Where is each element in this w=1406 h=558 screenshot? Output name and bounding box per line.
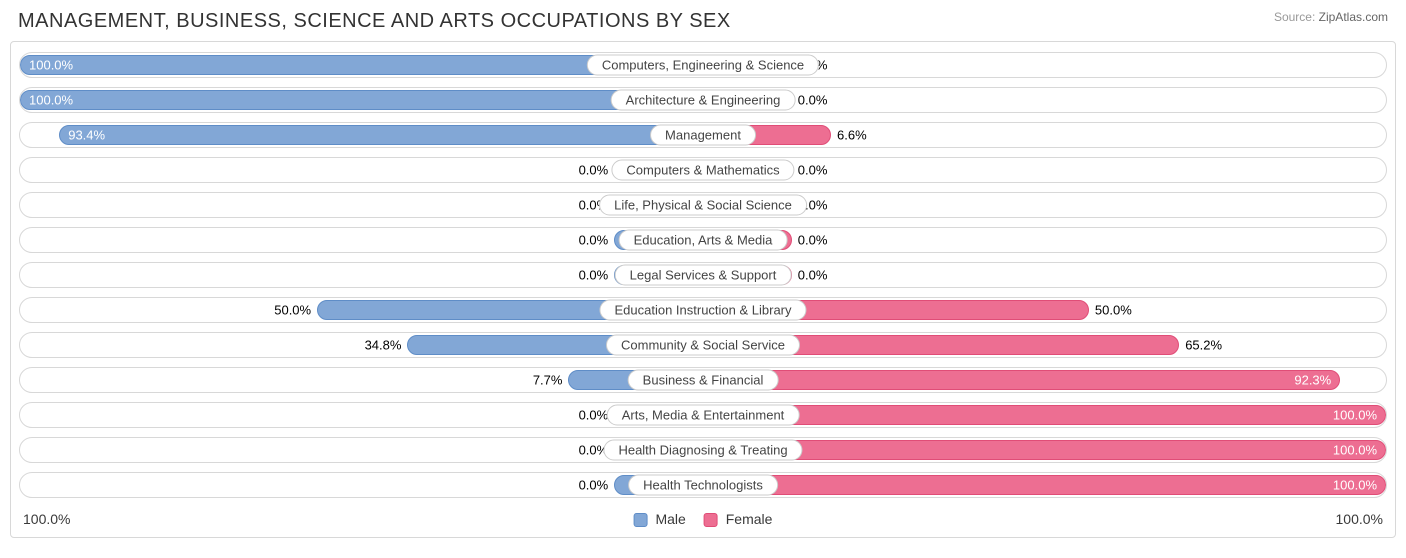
male-half: 0.0%: [20, 158, 703, 182]
female-half: 0.0%: [703, 88, 1386, 112]
source-value: ZipAtlas.com: [1319, 10, 1388, 24]
bar-row: 0.0% 100.0% Health Technologists: [19, 472, 1387, 498]
male-half: 100.0%: [20, 88, 703, 112]
female-half: 65.2%: [703, 333, 1386, 357]
male-half: 0.0%: [20, 473, 703, 497]
female-value-label: 0.0%: [798, 268, 828, 283]
category-label: Architecture & Engineering: [611, 90, 796, 111]
male-half: 0.0%: [20, 228, 703, 252]
axis-left-label: 100.0%: [23, 511, 70, 527]
legend-male: Male: [634, 511, 686, 527]
bar-row: 7.7% 92.3% Business & Financial: [19, 367, 1387, 393]
female-half: 6.6%: [703, 123, 1386, 147]
male-value-label: 34.8%: [365, 338, 402, 353]
female-half: 92.3%: [703, 368, 1386, 392]
bar-row: 100.0% 0.0%Architecture & Engineering: [19, 87, 1387, 113]
legend-male-swatch: [634, 513, 648, 527]
category-label: Computers, Engineering & Science: [587, 55, 819, 76]
bar-row: 93.4% 6.6% Management: [19, 122, 1387, 148]
source-label: Source:: [1274, 10, 1315, 24]
category-label: Health Diagnosing & Treating: [603, 440, 802, 461]
female-half: 0.0%: [703, 263, 1386, 287]
axis-right-label: 100.0%: [1336, 511, 1383, 527]
female-value-label: 100.0%: [1333, 408, 1377, 423]
female-bar: 100.0%: [703, 440, 1386, 460]
category-label: Education Instruction & Library: [599, 300, 806, 321]
category-label: Business & Financial: [628, 370, 779, 391]
female-value-label: 0.0%: [798, 93, 828, 108]
female-value-label: 50.0%: [1095, 303, 1132, 318]
category-label: Education, Arts & Media: [619, 230, 788, 251]
male-half: 93.4%: [20, 123, 703, 147]
diverging-bar-chart: 100.0% 0.0% Computers, Engineering & Scien…: [10, 41, 1396, 538]
male-value-label: 0.0%: [579, 268, 609, 283]
female-value-label: 6.6%: [837, 128, 867, 143]
male-value-label: 0.0%: [579, 408, 609, 423]
female-value-label: 100.0%: [1333, 478, 1377, 493]
male-half: 0.0%: [20, 403, 703, 427]
male-half: 0.0%: [20, 263, 703, 287]
chart-header: MANAGEMENT, BUSINESS, SCIENCE AND ARTS O…: [10, 10, 1396, 41]
chart-footer: 100.0% Male Female 100.0%: [19, 507, 1387, 531]
female-half: 0.0%: [703, 228, 1386, 252]
male-half: 0.0%: [20, 438, 703, 462]
bar-row: 0.0%0.0%Computers & Mathematics: [19, 157, 1387, 183]
female-bar: 100.0%: [703, 405, 1386, 425]
male-bar: 93.4%: [59, 125, 703, 145]
bar-row: 0.0%0.0%Life, Physical & Social Science: [19, 192, 1387, 218]
bar-row: 50.0% 50.0% Education Instruction & Librar…: [19, 297, 1387, 323]
legend-female: Female: [704, 511, 773, 527]
category-label: Community & Social Service: [606, 335, 800, 356]
category-label: Legal Services & Support: [615, 265, 792, 286]
male-value-label: 0.0%: [579, 163, 609, 178]
female-value-label: 92.3%: [1294, 373, 1331, 388]
bar-row: 0.0% 0.0% Legal Services & Support: [19, 262, 1387, 288]
legend-male-label: Male: [655, 511, 685, 527]
male-value-label: 7.7%: [533, 373, 563, 388]
female-value-label: 65.2%: [1185, 338, 1222, 353]
category-label: Computers & Mathematics: [611, 160, 794, 181]
male-value-label: 100.0%: [29, 93, 73, 108]
female-value-label: 0.0%: [798, 163, 828, 178]
male-half: 34.8%: [20, 333, 703, 357]
chart-source: Source: ZipAtlas.com: [1274, 10, 1388, 26]
chart-legend: Male Female: [634, 511, 773, 527]
bar-rows-container: 100.0% 0.0% Computers, Engineering & Scien…: [19, 52, 1387, 498]
bar-row: 0.0% 100.0% Health Diagnosing & Treating: [19, 437, 1387, 463]
male-bar: 100.0%: [20, 90, 703, 110]
female-half: 100.0%: [703, 473, 1386, 497]
male-value-label: 100.0%: [29, 58, 73, 73]
category-label: Management: [650, 125, 756, 146]
category-label: Life, Physical & Social Science: [599, 195, 807, 216]
legend-female-swatch: [704, 513, 718, 527]
female-bar: 92.3%: [703, 370, 1340, 390]
male-value-label: 50.0%: [274, 303, 311, 318]
bar-row: 100.0%0.0%Computers, Engineering & Scien…: [19, 52, 1387, 78]
category-label: Arts, Media & Entertainment: [607, 405, 800, 426]
female-bar: 100.0%: [703, 475, 1386, 495]
male-value-label: 93.4%: [68, 128, 105, 143]
bar-row: 0.0% 0.0% Education, Arts & Media: [19, 227, 1387, 253]
bar-row: 0.0% 100.0% Arts, Media & Entertainment: [19, 402, 1387, 428]
chart-title: MANAGEMENT, BUSINESS, SCIENCE AND ARTS O…: [18, 10, 731, 33]
female-value-label: 0.0%: [798, 233, 828, 248]
female-half: 100.0%: [703, 403, 1386, 427]
female-value-label: 100.0%: [1333, 443, 1377, 458]
male-half: 7.7%: [20, 368, 703, 392]
male-value-label: 0.0%: [579, 478, 609, 493]
legend-female-label: Female: [726, 511, 773, 527]
bar-row: 34.8% 65.2% Community & Social Service: [19, 332, 1387, 358]
male-value-label: 0.0%: [579, 233, 609, 248]
female-half: 100.0%: [703, 438, 1386, 462]
category-label: Health Technologists: [628, 475, 778, 496]
female-half: 0.0%: [703, 158, 1386, 182]
